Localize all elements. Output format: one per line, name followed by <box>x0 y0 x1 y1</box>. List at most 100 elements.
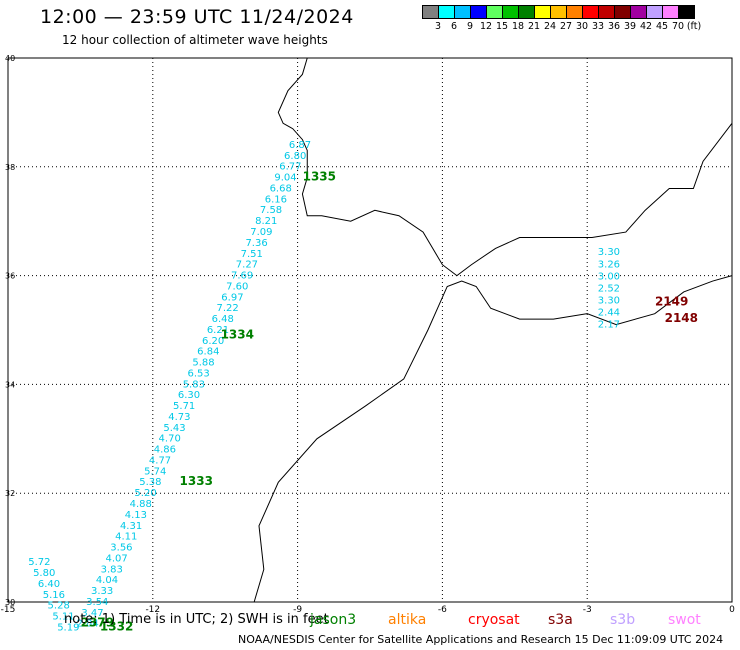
wave-height-label: 6.77 <box>279 162 301 173</box>
wave-height-label: 7.22 <box>216 303 238 314</box>
wave-height-colorbar: 3 6 9 12 15 18 21 24 27 30 33 36 39 42 45 70 (ft) <box>422 5 701 35</box>
pass-number-label: 1335 <box>303 170 336 184</box>
wave-height-label: 3.47 <box>81 608 103 619</box>
colorbar-label: 24 <box>543 21 557 32</box>
wave-height-label: 4.86 <box>154 445 176 456</box>
wave-height-label: 3.83 <box>101 564 123 575</box>
satellite-legend-cryosat: cryosat <box>468 612 520 628</box>
wave-height-label: 5.20 <box>134 488 156 499</box>
wave-height-label: 7.09 <box>250 227 272 238</box>
colorbar-label: 70 <box>671 21 685 32</box>
tick-label-lon: -6 <box>438 605 447 615</box>
colorbar-label: 18 <box>511 21 525 32</box>
colorbar-swatch <box>614 5 631 19</box>
tick-label-lon: -12 <box>145 605 160 615</box>
colorbar-label: (ft) <box>686 21 702 32</box>
colorbar-swatch <box>630 5 647 19</box>
colorbar-label: 9 <box>466 21 474 32</box>
wave-height-label: 7.60 <box>226 281 248 292</box>
wave-height-label: 2.44 <box>598 308 620 319</box>
colorbar-swatch <box>566 5 583 19</box>
colorbar-label: 42 <box>639 21 653 32</box>
coastline <box>253 275 733 603</box>
wave-height-label: 5.28 <box>48 601 70 612</box>
wave-height-label: 6.87 <box>289 140 311 151</box>
colorbar-swatch <box>486 5 503 19</box>
wave-height-label: 3.56 <box>110 543 132 554</box>
tick-label-lat: 30 <box>5 598 15 607</box>
wave-height-label: 6.30 <box>178 390 200 401</box>
wave-height-label: 5.80 <box>33 568 55 579</box>
wave-height-label: 4.07 <box>105 553 127 564</box>
map-frame <box>7 57 733 603</box>
wave-height-label: 7.27 <box>236 260 258 271</box>
satellite-legend-jason3: jason3 <box>310 612 357 628</box>
wave-height-label: 3.33 <box>91 586 113 597</box>
colorbar-label: 3 <box>434 21 442 32</box>
colorbar-swatch <box>646 5 663 19</box>
wave-height-label: 5.38 <box>139 477 161 488</box>
wave-height-label: 6.40 <box>38 579 60 590</box>
colorbar-label: 27 <box>559 21 573 32</box>
wave-height-label: 4.73 <box>168 412 190 423</box>
colorbar-swatch <box>518 5 535 19</box>
wave-height-label: 4.11 <box>115 532 137 543</box>
wave-height-label: 3.26 <box>598 260 620 271</box>
colorbar-label: 12 <box>479 21 493 32</box>
tick-label-lat: 32 <box>5 489 15 498</box>
pass-number-label: 1332 <box>100 619 133 633</box>
wave-height-label: 6.53 <box>188 368 210 379</box>
page-subtitle: 12 hour collection of altimeter wave hei… <box>62 33 328 47</box>
wave-height-label: 5.11 <box>52 612 74 623</box>
wave-height-label: 5.71 <box>173 401 195 412</box>
tick-label-lat: 36 <box>5 272 15 281</box>
coastline <box>277 57 733 277</box>
colorbar-swatch <box>454 5 471 19</box>
colorbar-label: 21 <box>527 21 541 32</box>
colorbar-swatch <box>598 5 615 19</box>
satellite-legend-swot: swot <box>668 612 701 628</box>
wave-height-label: 4.31 <box>120 521 142 532</box>
colorbar-label: 36 <box>607 21 621 32</box>
wave-height-label: 5.43 <box>163 423 185 434</box>
colorbar-swatch <box>582 5 599 19</box>
wave-height-label: 7.36 <box>245 238 267 249</box>
tick-label-lon: 0 <box>729 605 735 615</box>
pass-number-label: 2148 <box>665 311 698 325</box>
colorbar-swatches <box>422 5 695 19</box>
wave-height-label: 6.80 <box>284 151 306 162</box>
wave-height-label: 5.83 <box>183 379 205 390</box>
wave-height-label: 6.21 <box>207 325 229 336</box>
wave-height-label: 8.21 <box>255 216 277 227</box>
wave-height-label: 5.88 <box>192 358 214 369</box>
colorbar-label: 15 <box>495 21 509 32</box>
wave-height-label: 9.04 <box>274 173 296 184</box>
satellite-legend-s3b: s3b <box>610 612 636 628</box>
colorbar-label: 30 <box>575 21 589 32</box>
tick-label-lon: -15 <box>1 605 16 615</box>
colorbar-label: 39 <box>623 21 637 32</box>
page-title: 12:00 — 23:59 UTC 11/24/2024 <box>40 6 354 28</box>
colorbar-swatch <box>550 5 567 19</box>
colorbar-swatch <box>534 5 551 19</box>
units-note: note: 1) Time is in UTC; 2) SWH is in fe… <box>64 612 329 627</box>
pass-number-label: 1333 <box>180 474 213 488</box>
tick-label-lat: 40 <box>5 54 15 63</box>
wave-height-label: 6.68 <box>270 183 292 194</box>
wave-height-label: 3.54 <box>86 597 108 608</box>
wave-height-label: 2.52 <box>598 284 620 295</box>
wave-height-label: 5.19 <box>57 622 79 633</box>
colorbar-labels: 3 6 9 12 15 18 21 24 27 30 33 36 39 42 45 70 (ft) <box>422 21 701 35</box>
colorbar-label: 33 <box>591 21 605 32</box>
wave-height-label: 6.48 <box>212 314 234 325</box>
tick-label-lon: -9 <box>293 605 302 615</box>
wave-height-label: 6.97 <box>221 292 243 303</box>
pass-number-label: 2149 <box>655 295 688 309</box>
colorbar-label: 6 <box>450 21 458 32</box>
wave-height-label: 2.84 <box>77 619 99 630</box>
wave-height-label: 7.51 <box>241 249 263 260</box>
tick-label-lat: 34 <box>5 380 15 389</box>
wave-height-label: 5.72 <box>28 557 50 568</box>
wave-height-label: 3.30 <box>598 296 620 307</box>
